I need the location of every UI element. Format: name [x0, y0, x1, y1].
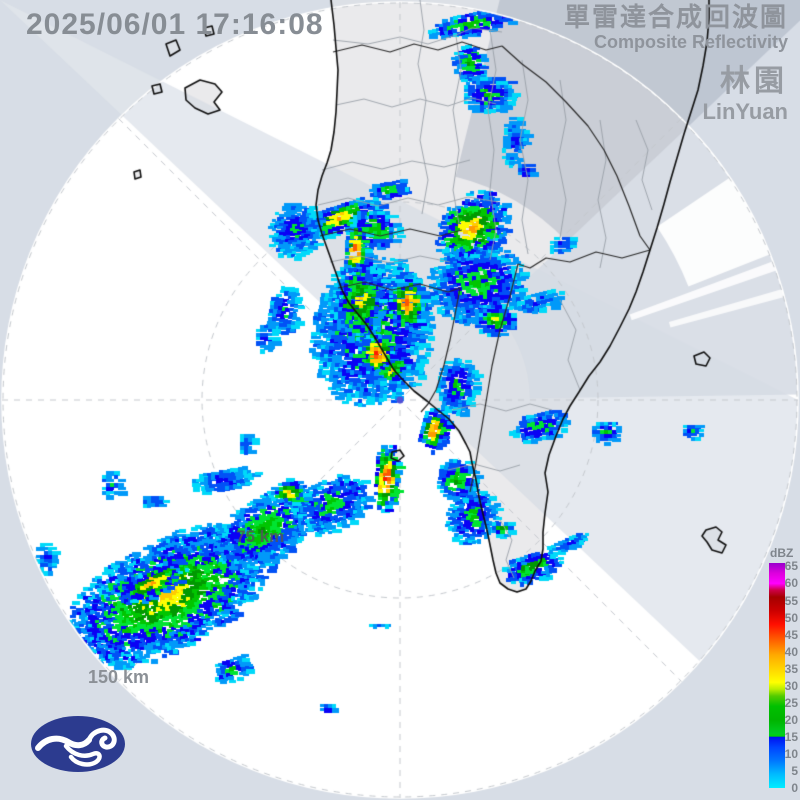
scale-tick-label: 60 [784, 576, 798, 591]
product-title-zh: 單雷達合成回波圖 [563, 2, 788, 32]
scale-tick-label: 55 [784, 593, 798, 608]
scale-tick-label: 65 [784, 559, 798, 574]
dbz-gradient-bar [769, 563, 785, 788]
scale-tick-label: 30 [784, 678, 798, 693]
station-name-zh: 林園 [720, 65, 788, 99]
scale-tick-label: 45 [784, 627, 798, 642]
scale-tick-label: 10 [784, 746, 798, 761]
timestamp: 2025/06/01 17:16:08 [26, 8, 324, 41]
cwb-logo-icon [31, 716, 125, 772]
scale-tick-label: 5 [791, 763, 798, 778]
scale-tick-label: 25 [784, 695, 798, 710]
scale-tick-label: 50 [784, 610, 798, 625]
scale-tick-label: 40 [784, 644, 798, 659]
scale-tick-label: 20 [784, 712, 798, 727]
scale-tick-label: 35 [784, 661, 798, 676]
range-ring-label-75km: 75 km [236, 527, 285, 546]
scale-tick-label: 0 [791, 781, 798, 795]
range-ring-label-150km: 150 km [88, 667, 150, 687]
station-name-en: LinYuan [702, 98, 788, 124]
product-title-en: Composite Reflectivity [593, 32, 788, 53]
scale-tick-label: 15 [784, 729, 798, 744]
header-titles: 單雷達合成回波圖 Composite Reflectivity 林園 LinYu… [563, 2, 788, 124]
dbz-unit-label: dBZ [770, 546, 794, 560]
